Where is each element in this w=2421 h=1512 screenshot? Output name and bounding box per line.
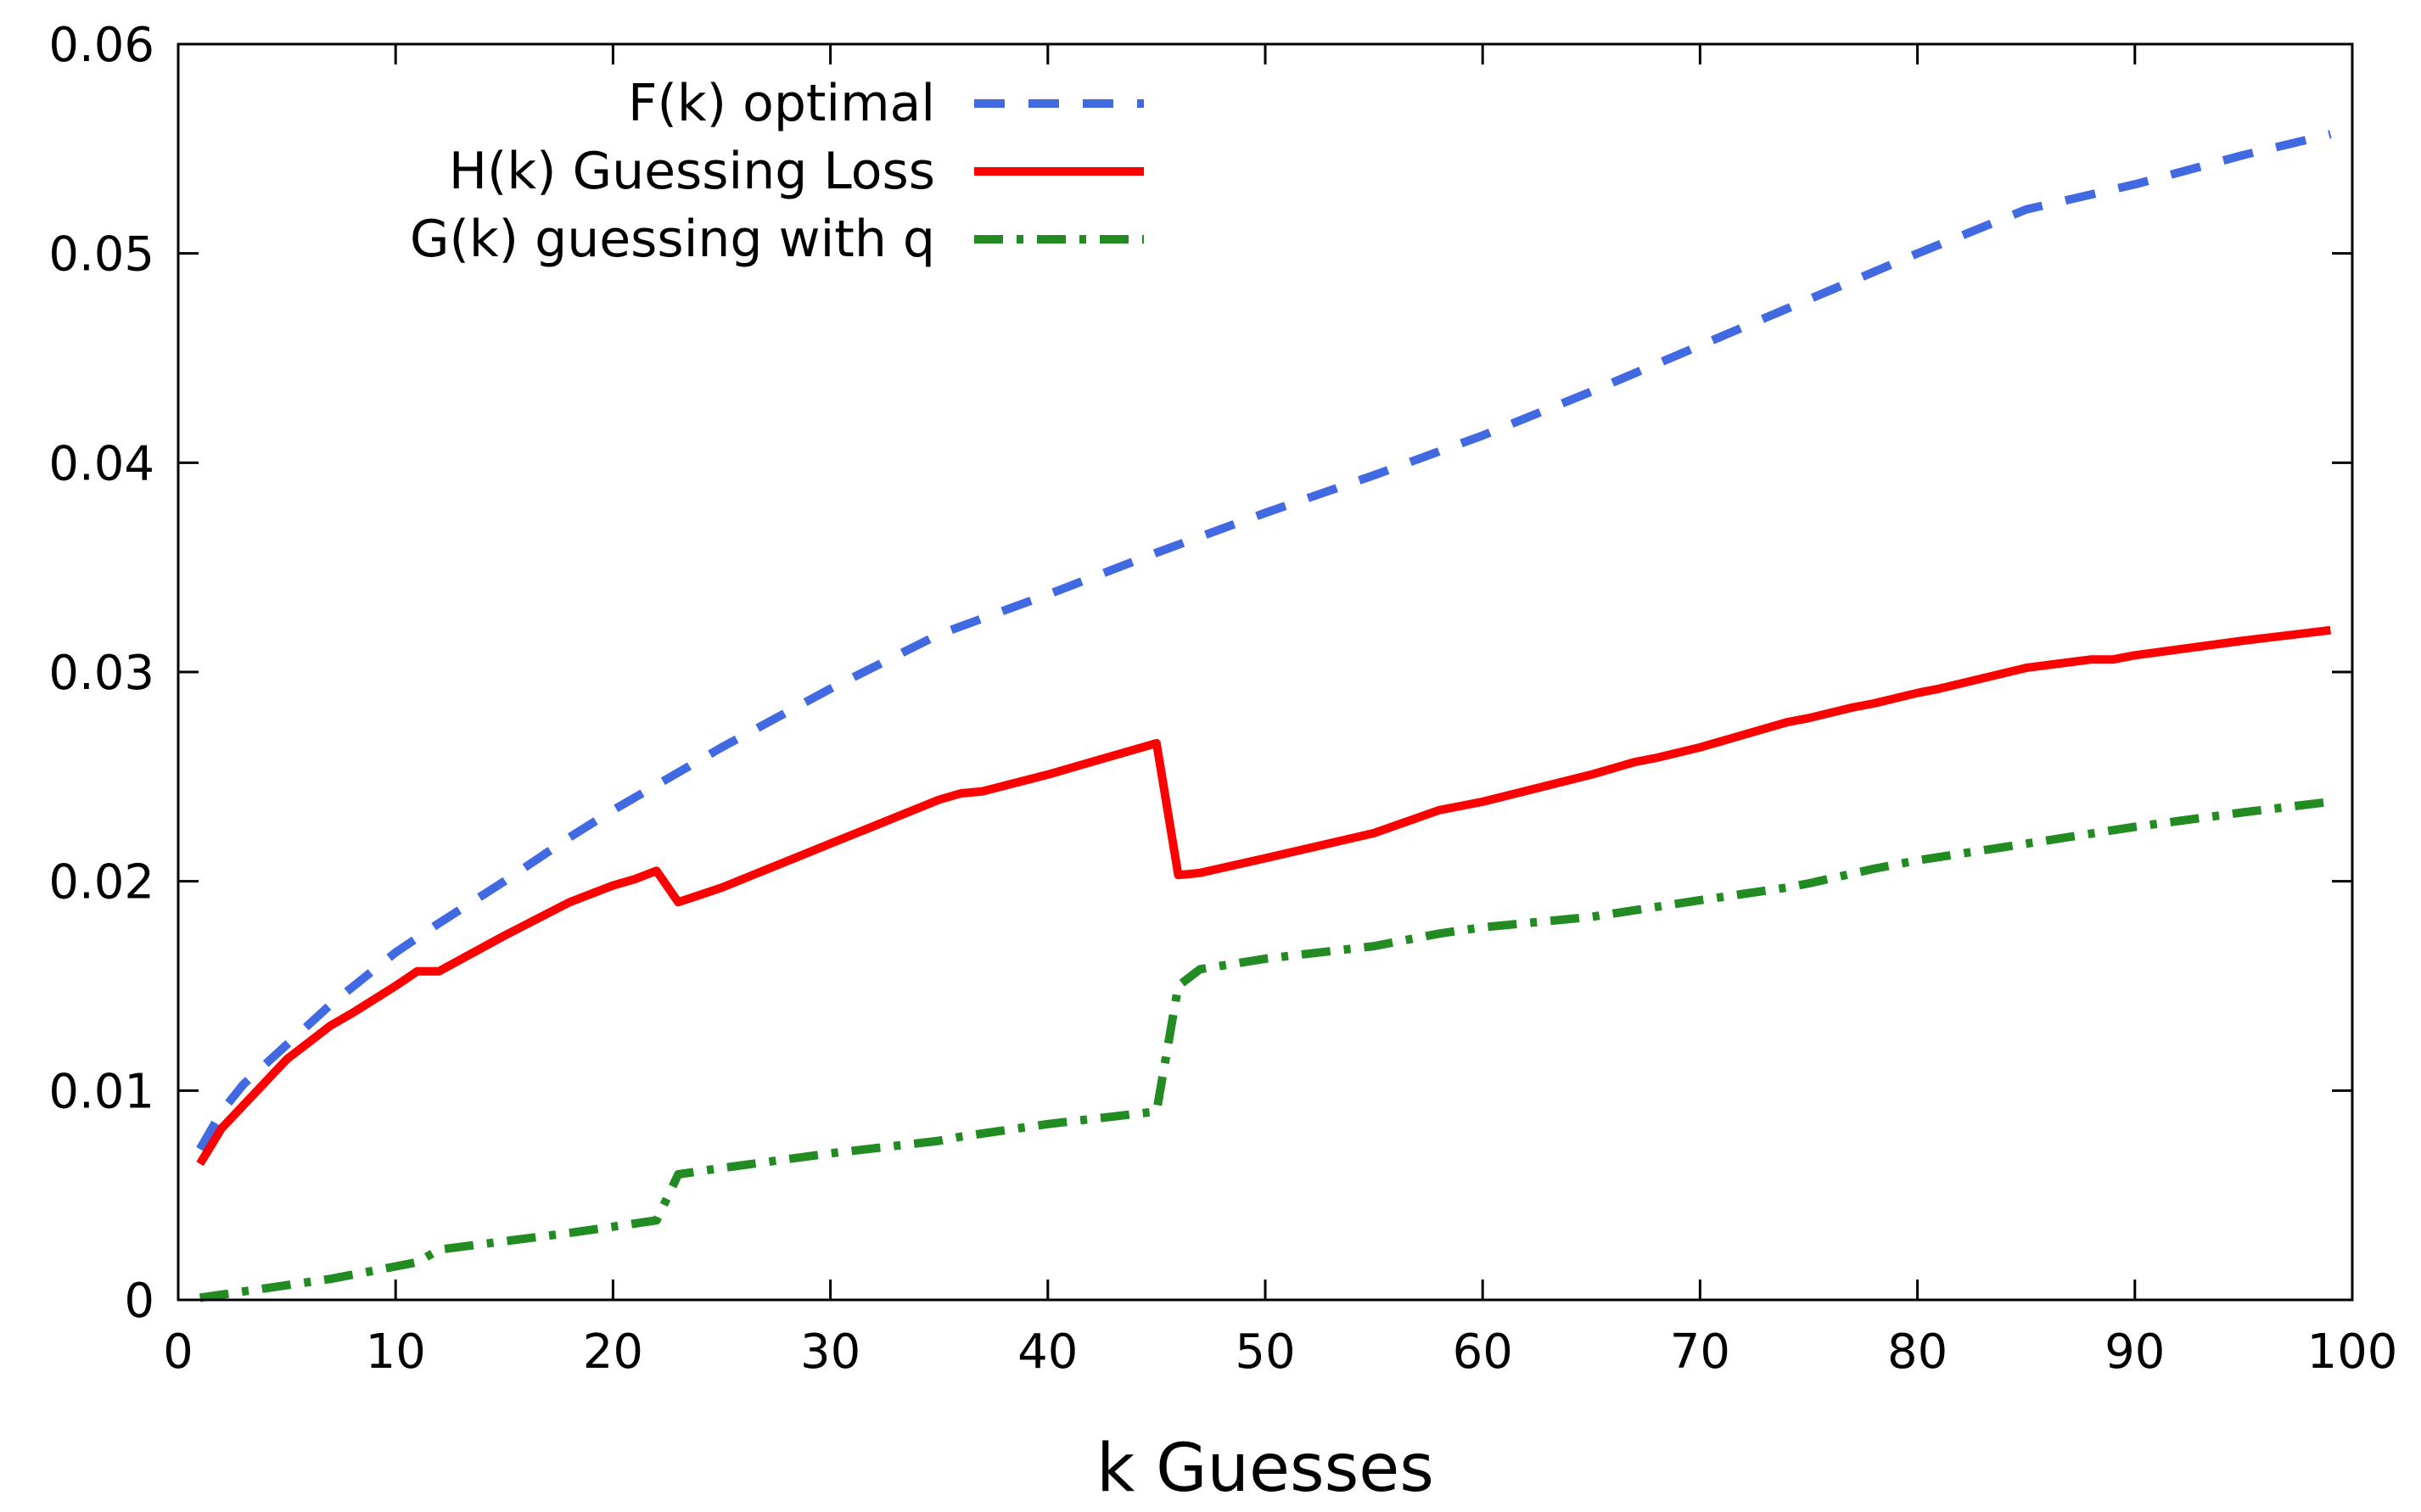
series-line-3 — [199, 797, 2332, 1302]
x-tick-label: 50 — [1235, 1324, 1295, 1380]
legend: F(k) optimal H(k) Guessing Loss G(k) guess… — [410, 74, 1144, 269]
legend-label-3: G(k) guessing with q — [410, 210, 935, 269]
series-line-2 — [196, 625, 2331, 1167]
tick-labels: 0 10 20 30 40 50 60 70 80 90 100 0 0.01 0.02 0.03 0.04 0… — [48, 18, 2397, 1380]
legend-label-1: F(k) optimal — [628, 74, 935, 133]
x-tick-label: 90 — [2104, 1324, 2165, 1380]
series-layer — [196, 130, 2332, 1302]
plot-frame — [177, 42, 2354, 1302]
x-tick-label: 30 — [800, 1324, 860, 1380]
x-axis-title: k Guesses — [1096, 1431, 1434, 1507]
y-tick-label: 0.03 — [48, 646, 154, 701]
x-tick-label: 40 — [1017, 1324, 1078, 1380]
x-tick-label: 70 — [1670, 1324, 1730, 1380]
x-tick-label: 0 — [163, 1324, 193, 1380]
y-tick-label: 0.02 — [48, 855, 154, 910]
y-tick-label: 0.04 — [48, 436, 154, 491]
x-tick-label: 60 — [1453, 1324, 1513, 1380]
x-tick-label: 100 — [2307, 1324, 2398, 1380]
x-tick-label: 10 — [366, 1324, 426, 1380]
y-tick-label: 0.01 — [48, 1064, 154, 1119]
y-tick-label: 0.05 — [48, 227, 154, 283]
y-tick-label: 0.06 — [48, 18, 154, 73]
legend-label-2: H(k) Guessing Loss — [449, 142, 935, 201]
x-tick-label: 80 — [1887, 1324, 1947, 1380]
x-tick-label: 20 — [583, 1324, 643, 1380]
y-tick-label: 0 — [124, 1274, 154, 1329]
